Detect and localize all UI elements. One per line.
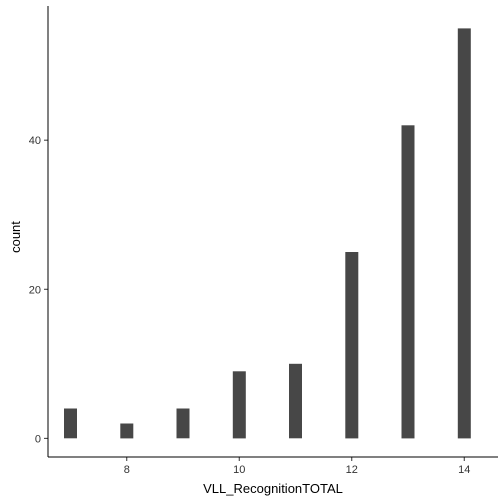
- x-tick-label-8: 8: [124, 464, 130, 476]
- bar-13: [401, 125, 415, 439]
- bar-12: [345, 252, 359, 439]
- y-tick-label-40: 40: [29, 135, 41, 147]
- bar-8: [120, 423, 134, 439]
- bar-9: [176, 408, 190, 439]
- y-tick-label-0: 0: [35, 433, 41, 445]
- bar-11: [289, 363, 302, 439]
- x-tick-label-14: 14: [458, 464, 470, 476]
- x-axis-title: VLL_RecognitionTOTAL: [203, 481, 343, 496]
- ticks-group: 8 10 12 14 0 20 40: [29, 135, 471, 476]
- bar-10: [232, 371, 246, 439]
- y-tick-label-20: 20: [29, 284, 41, 296]
- bars-group: [64, 28, 471, 439]
- bar-7: [64, 408, 77, 439]
- y-axis-title: count: [8, 221, 23, 253]
- bar-14: [457, 28, 471, 439]
- x-tick-label-12: 12: [346, 464, 358, 476]
- x-tick-label-10: 10: [233, 464, 245, 476]
